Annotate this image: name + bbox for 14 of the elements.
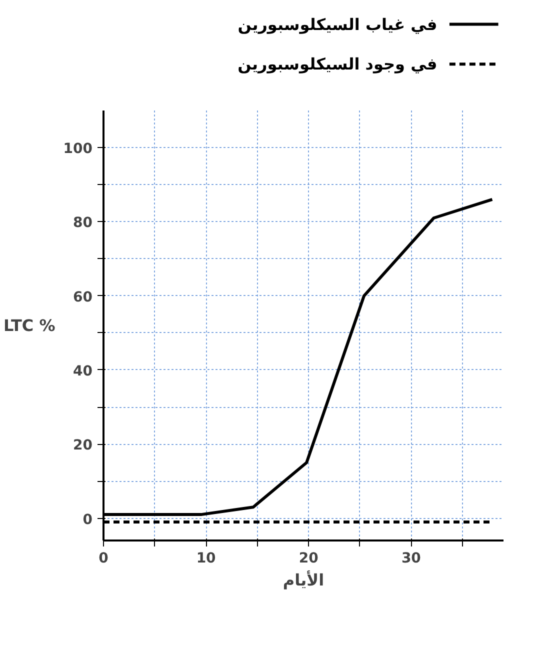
x-tick-label: 0 xyxy=(98,550,109,566)
legend-label: في غياب السيكلوسبورين xyxy=(238,14,438,34)
x-axis-title: الأيام xyxy=(282,570,324,590)
y-tick-label: 80 xyxy=(73,215,93,232)
y-tick-label: 60 xyxy=(73,289,93,306)
x-tick-label: 10 xyxy=(196,550,216,566)
y-tick-label: 40 xyxy=(73,363,93,380)
y-tick-label: 0 xyxy=(82,512,93,528)
x-tick-label: 20 xyxy=(298,550,319,566)
legend-label: في وجود السيكلوسبورين xyxy=(238,54,438,74)
y-axis-title: LTC % xyxy=(3,316,56,335)
x-tick-label: 30 xyxy=(401,550,422,566)
y-tick-label: 20 xyxy=(73,438,93,454)
y-tick-label: 100 xyxy=(63,141,93,158)
